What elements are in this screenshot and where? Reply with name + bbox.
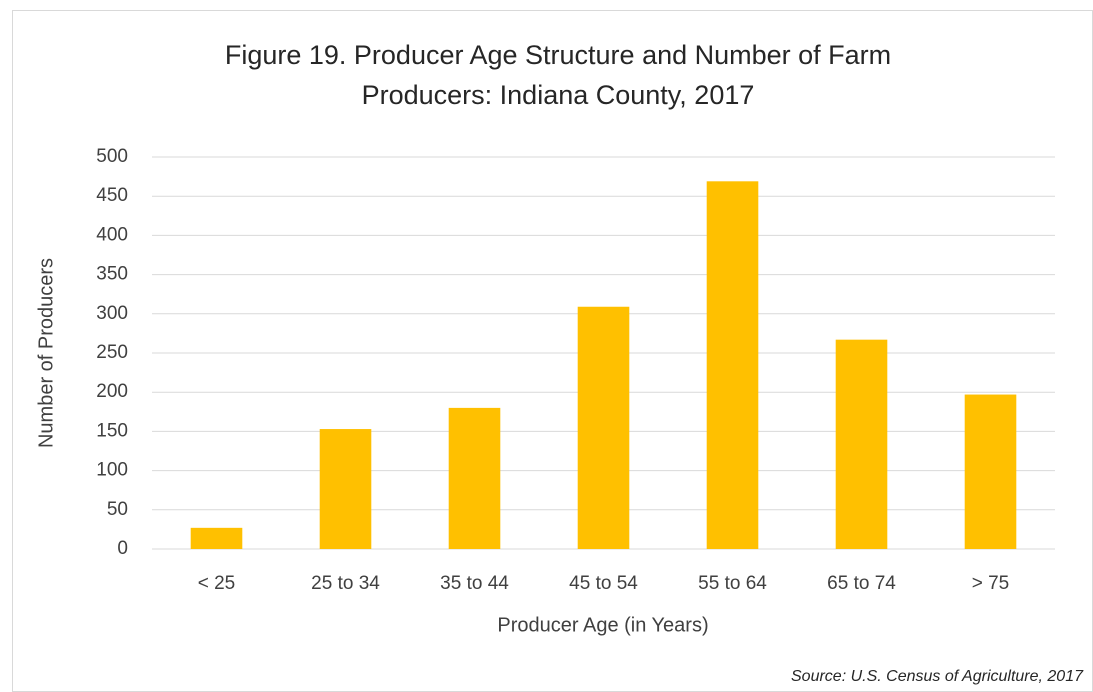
y-tick-label: 250 bbox=[96, 342, 128, 363]
x-tick-label: 65 to 74 bbox=[827, 573, 896, 594]
chart-title: Producers: Indiana County, 2017 bbox=[362, 80, 755, 110]
bar bbox=[577, 306, 630, 549]
bar bbox=[319, 429, 372, 549]
x-tick-label: 35 to 44 bbox=[440, 573, 509, 594]
chart-border bbox=[12, 10, 1093, 692]
y-tick-label: 350 bbox=[96, 264, 128, 285]
source-note: Source: U.S. Census of Agriculture, 2017 bbox=[791, 668, 1084, 685]
bar bbox=[190, 527, 243, 549]
chart-title: Figure 19. Producer Age Structure and Nu… bbox=[225, 40, 891, 70]
y-tick-label: 0 bbox=[117, 538, 128, 559]
y-tick-label: 400 bbox=[96, 224, 128, 245]
bar bbox=[964, 394, 1017, 549]
x-tick-label: < 25 bbox=[198, 573, 236, 594]
y-axis-title: Number of Producers bbox=[35, 258, 57, 448]
y-tick-label: 500 bbox=[96, 146, 128, 167]
y-tick-label: 150 bbox=[96, 420, 128, 441]
y-tick-label: 200 bbox=[96, 381, 128, 402]
bar bbox=[706, 181, 759, 549]
y-tick-label: 50 bbox=[107, 499, 128, 520]
x-tick-label: 55 to 64 bbox=[698, 573, 767, 594]
x-tick-label: 45 to 54 bbox=[569, 573, 638, 594]
y-tick-label: 450 bbox=[96, 185, 128, 206]
y-tick-label: 300 bbox=[96, 303, 128, 324]
x-axis-title: Producer Age (in Years) bbox=[497, 614, 708, 636]
bar bbox=[835, 339, 888, 549]
y-tick-label: 100 bbox=[96, 460, 128, 481]
x-tick-label: 25 to 34 bbox=[311, 573, 380, 594]
x-tick-label: > 75 bbox=[972, 573, 1010, 594]
bar bbox=[448, 407, 501, 549]
